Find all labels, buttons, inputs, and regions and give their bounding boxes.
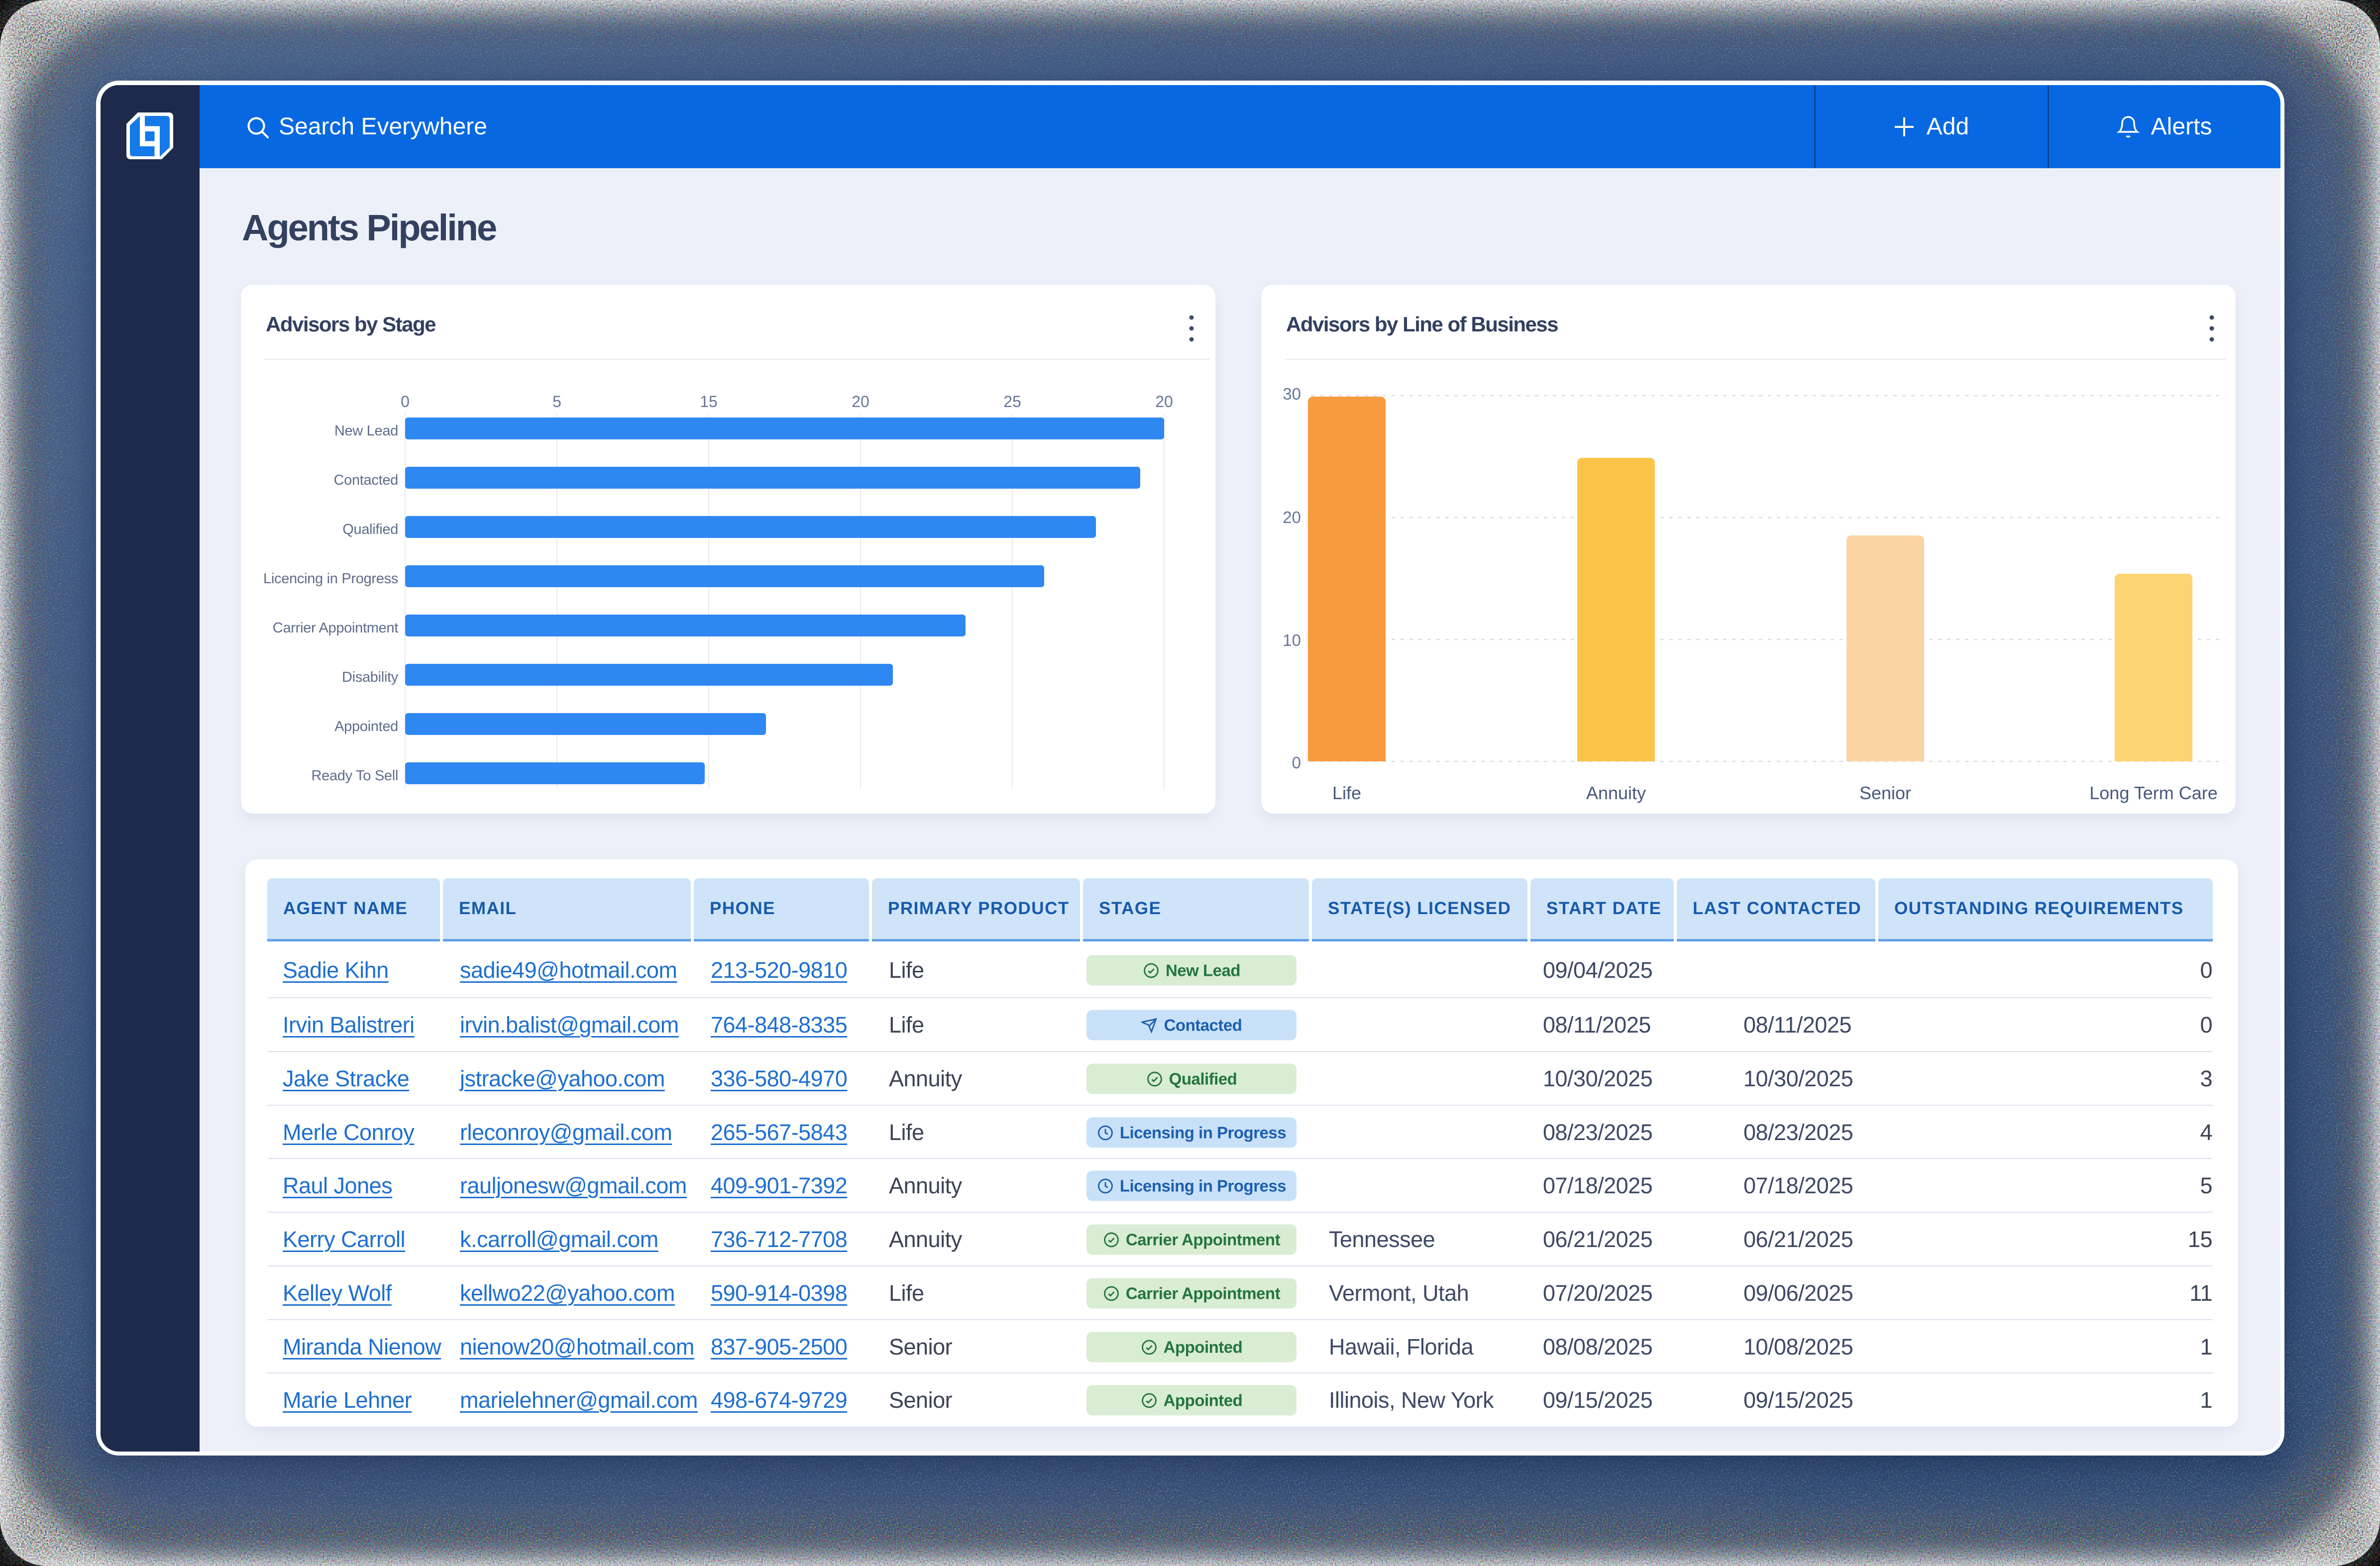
svg-text:Senior: Senior: [1859, 783, 1911, 803]
svg-text:Licencing in Progress: Licencing in Progress: [263, 571, 398, 587]
svg-text:Carrier Appointment: Carrier Appointment: [273, 620, 398, 636]
svg-text:Appointed: Appointed: [334, 719, 398, 734]
svg-text:Long Term Care: Long Term Care: [2089, 783, 2217, 803]
svg-text:Life: Life: [1332, 783, 1361, 803]
svg-text:20: 20: [1283, 508, 1301, 526]
svg-text:Disability: Disability: [342, 669, 399, 685]
svg-text:20: 20: [1155, 393, 1173, 411]
svg-text:20: 20: [852, 393, 869, 411]
svg-text:15: 15: [700, 393, 718, 411]
svg-text:Annuity: Annuity: [1586, 783, 1646, 803]
svg-text:5: 5: [552, 393, 561, 411]
svg-text:10: 10: [1283, 631, 1301, 649]
svg-text:Contacted: Contacted: [334, 472, 399, 488]
svg-text:New Lead: New Lead: [334, 423, 398, 439]
svg-text:Qualified: Qualified: [342, 522, 398, 537]
svg-text:0: 0: [1292, 753, 1301, 772]
svg-text:Ready To Sell: Ready To Sell: [311, 768, 398, 784]
svg-text:25: 25: [1003, 393, 1021, 411]
svg-text:30: 30: [1283, 385, 1301, 403]
svg-text:0: 0: [401, 393, 410, 411]
